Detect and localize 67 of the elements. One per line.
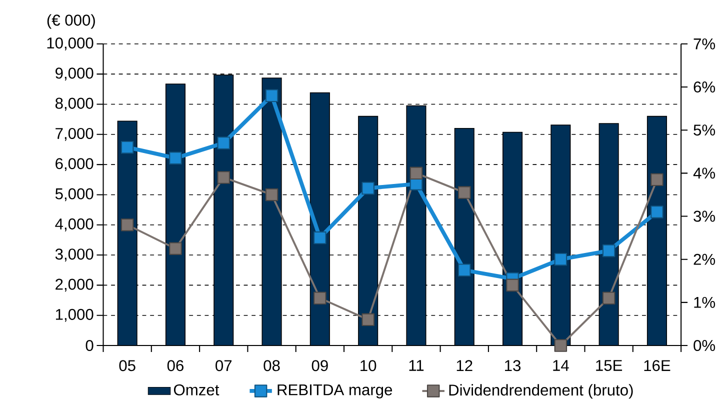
point	[650, 173, 664, 186]
bar	[454, 128, 474, 346]
legend-label: REBITDA marge	[278, 384, 392, 398]
point	[554, 252, 568, 266]
x-tick-label: 09	[312, 360, 328, 372]
point	[458, 186, 471, 199]
point	[458, 264, 471, 276]
point	[506, 278, 519, 292]
point	[362, 313, 374, 326]
x-tick-label: 13	[505, 360, 521, 372]
legend-label: Dividendrendement (bruto)	[449, 384, 633, 399]
x-tick-label: 08	[264, 360, 280, 372]
point	[120, 218, 134, 232]
bar	[406, 105, 426, 346]
y2-tick-label: 6%	[694, 81, 716, 93]
point	[602, 244, 616, 258]
x-tick-label: 11	[409, 360, 424, 371]
y-tick-label: 5,000	[55, 188, 94, 202]
y2-tick-label: 1%	[694, 296, 716, 308]
y-tick-label: 4,000	[55, 218, 94, 232]
bar	[646, 116, 667, 346]
bar	[262, 78, 282, 346]
y-axis-title: (€ 000)	[47, 14, 95, 29]
legend-label: Omzet	[174, 384, 220, 396]
point	[120, 140, 134, 154]
point	[169, 152, 182, 164]
point	[410, 166, 423, 180]
x-tick-label: 12	[456, 360, 472, 371]
point	[169, 242, 182, 255]
point	[217, 171, 230, 184]
y-tick-label: 8,000	[55, 98, 94, 111]
y2-tick-label: 3%	[694, 210, 716, 222]
bar	[214, 74, 234, 346]
point	[217, 136, 230, 150]
point	[650, 206, 664, 218]
y-tick-label: 1,000	[56, 308, 94, 322]
point	[362, 182, 374, 195]
point	[265, 188, 278, 202]
y-tick-label: 7,000	[56, 128, 94, 141]
x-tick-label: 14	[553, 360, 569, 371]
point	[554, 339, 568, 352]
x-tick-label: 15E	[596, 360, 622, 371]
x-tick-label: 05	[119, 360, 136, 372]
y-tick-label: 10,000	[47, 37, 94, 50]
y2-tick-label: 5%	[694, 124, 716, 136]
bar	[117, 120, 138, 346]
y2-tick-label: 4%	[693, 168, 716, 179]
x-tick-label: 06	[167, 360, 184, 372]
bar	[598, 123, 619, 346]
y-tick-label: 3,000	[55, 248, 94, 262]
bar	[502, 132, 523, 346]
y-tick-label: 0	[86, 340, 94, 352]
point	[602, 292, 616, 305]
point	[314, 292, 326, 305]
y-tick-label: 2,000	[56, 278, 94, 292]
x-tick-label: 07	[216, 360, 232, 372]
point	[314, 231, 326, 244]
y-tick-label: 6,000	[56, 158, 94, 172]
bar	[165, 84, 186, 346]
y2-tick-label: 0%	[694, 340, 716, 352]
bar	[550, 124, 571, 346]
y2-tick-label: 2%	[694, 254, 716, 265]
x-tick-label: 16E	[644, 360, 670, 372]
x-tick-label: 10	[360, 360, 376, 372]
point	[265, 89, 278, 102]
y2-tick-label: 7%	[694, 38, 716, 50]
y-tick-label: 9,000	[56, 68, 94, 81]
